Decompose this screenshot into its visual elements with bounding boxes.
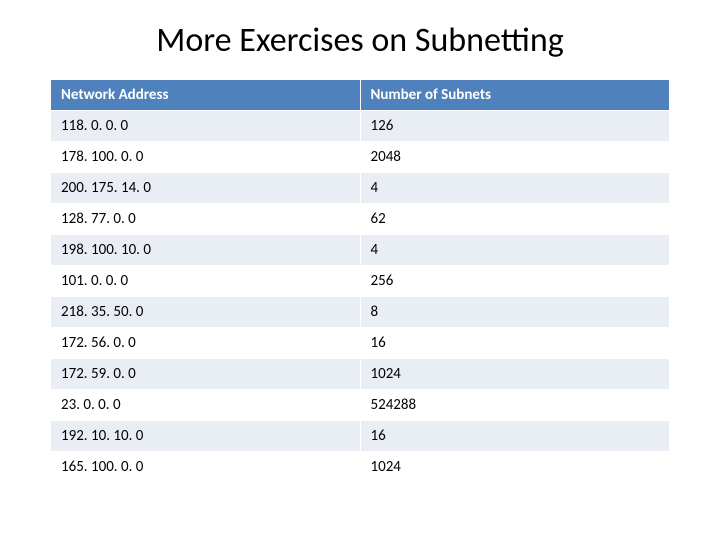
cell-network: 128. 77. 0. 0 <box>51 204 361 235</box>
cell-network: 192. 10. 10. 0 <box>51 421 361 452</box>
cell-subnets: 2048 <box>360 142 670 173</box>
cell-network: 101. 0. 0. 0 <box>51 266 361 297</box>
cell-subnets: 126 <box>360 111 670 142</box>
cell-subnets: 4 <box>360 235 670 266</box>
cell-subnets: 1024 <box>360 452 670 483</box>
cell-network: 23. 0. 0. 0 <box>51 390 361 421</box>
table-row: 192. 10. 10. 0 16 <box>51 421 670 452</box>
subnet-table: Network Address Number of Subnets 118. 0… <box>50 79 670 483</box>
column-header-network: Network Address <box>51 80 361 111</box>
table-row: 178. 100. 0. 0 2048 <box>51 142 670 173</box>
cell-network: 178. 100. 0. 0 <box>51 142 361 173</box>
table-header-row: Network Address Number of Subnets <box>51 80 670 111</box>
cell-network: 172. 59. 0. 0 <box>51 359 361 390</box>
table-row: 198. 100. 10. 0 4 <box>51 235 670 266</box>
cell-subnets: 8 <box>360 297 670 328</box>
table-row: 165. 100. 0. 0 1024 <box>51 452 670 483</box>
table-row: 118. 0. 0. 0 126 <box>51 111 670 142</box>
cell-network: 118. 0. 0. 0 <box>51 111 361 142</box>
table-row: 101. 0. 0. 0 256 <box>51 266 670 297</box>
table-row: 200. 175. 14. 0 4 <box>51 173 670 204</box>
cell-network: 165. 100. 0. 0 <box>51 452 361 483</box>
table-row: 172. 59. 0. 0 1024 <box>51 359 670 390</box>
cell-network: 172. 56. 0. 0 <box>51 328 361 359</box>
cell-network: 218. 35. 50. 0 <box>51 297 361 328</box>
table-row: 128. 77. 0. 0 62 <box>51 204 670 235</box>
cell-subnets: 4 <box>360 173 670 204</box>
cell-subnets: 524288 <box>360 390 670 421</box>
cell-subnets: 256 <box>360 266 670 297</box>
cell-subnets: 1024 <box>360 359 670 390</box>
cell-subnets: 16 <box>360 328 670 359</box>
table-row: 218. 35. 50. 0 8 <box>51 297 670 328</box>
cell-subnets: 62 <box>360 204 670 235</box>
column-header-subnets: Number of Subnets <box>360 80 670 111</box>
table-row: 23. 0. 0. 0 524288 <box>51 390 670 421</box>
table-row: 172. 56. 0. 0 16 <box>51 328 670 359</box>
cell-network: 200. 175. 14. 0 <box>51 173 361 204</box>
cell-subnets: 16 <box>360 421 670 452</box>
cell-network: 198. 100. 10. 0 <box>51 235 361 266</box>
page-title: More Exercises on Subnetting <box>50 20 670 61</box>
